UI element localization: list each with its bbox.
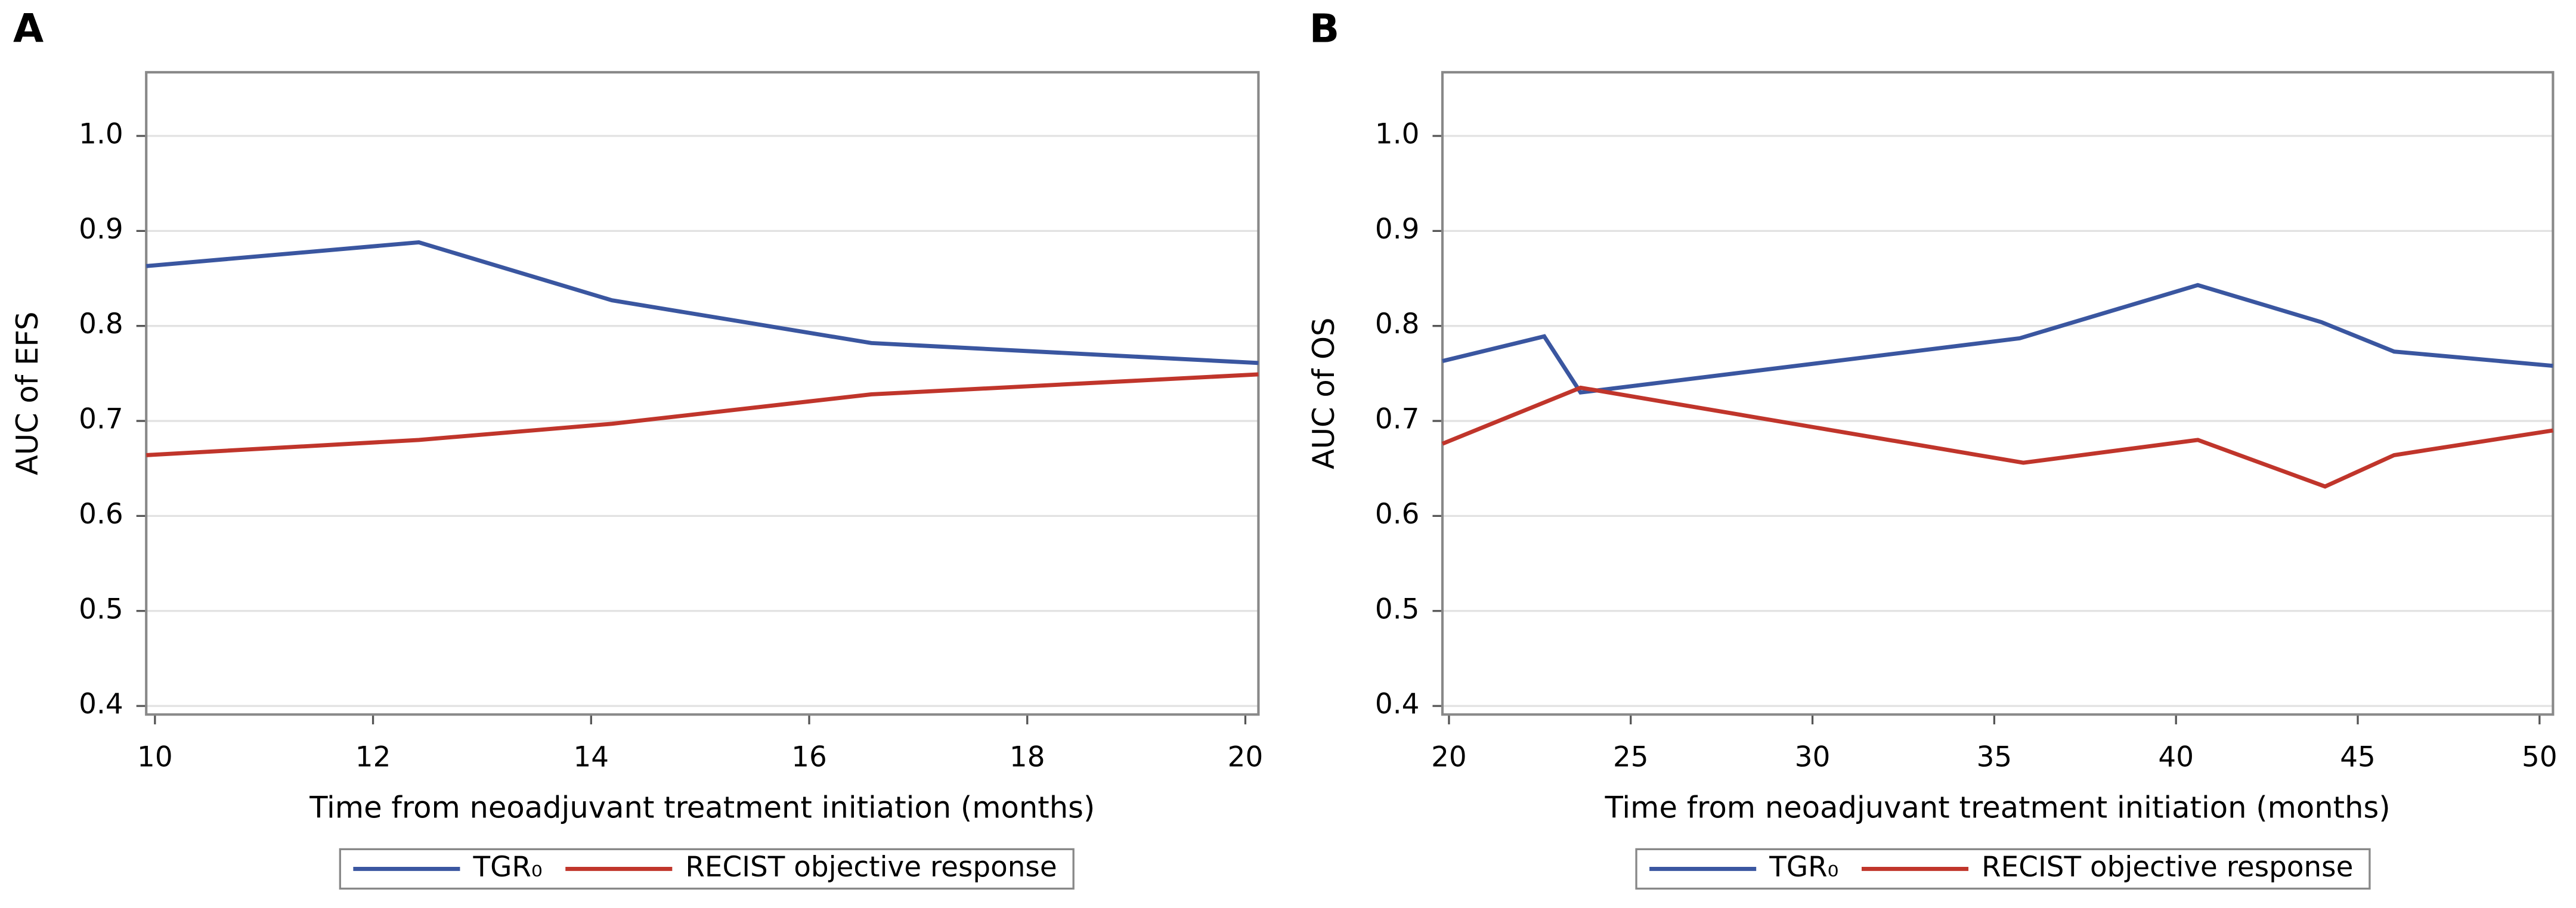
x-axis-label: Time from neoadjuvant treatment initiati…	[309, 791, 1095, 825]
y-axis-label: AUC of EFS	[10, 312, 45, 476]
plot-frame	[1441, 71, 2555, 716]
x-axis-label: Time from neoadjuvant treatment initiati…	[1605, 791, 2391, 825]
legend-label: RECIST objective response	[685, 851, 1057, 884]
y-tick-label: 0.9	[1375, 213, 1419, 246]
x-tick-label: 40	[2158, 741, 2194, 773]
line	[146, 372, 1259, 457]
x-tick-label: 12	[355, 741, 391, 773]
y-tick-label: 1.0	[1375, 118, 1419, 150]
plot-frame	[145, 71, 1260, 716]
y-tick-label: 0.4	[79, 689, 123, 721]
x-tick-label: 45	[2340, 741, 2376, 773]
y-tick-label: 0.6	[1375, 498, 1419, 531]
line	[145, 240, 1259, 365]
y-tick-label: 0.5	[79, 593, 123, 625]
x-tick-label: 16	[791, 741, 827, 773]
line	[1442, 283, 2553, 395]
panel-label: B	[1309, 5, 1339, 51]
panel-label: A	[13, 5, 44, 51]
x-tick-label: 10	[137, 741, 173, 773]
y-tick-label: 0.5	[1375, 593, 1419, 625]
legend-label: TGR₀	[472, 851, 542, 884]
legend-label: RECIST objective response	[1981, 851, 2353, 884]
y-tick-label: 0.8	[1375, 308, 1419, 340]
y-axis-label: AUC of OS	[1306, 318, 1341, 470]
legend-frame	[1635, 848, 2371, 890]
x-tick-label: 30	[1795, 741, 1831, 773]
y-tick-label: 0.6	[79, 498, 123, 531]
y-tick-label: 0.8	[79, 308, 123, 340]
x-tick-label: 18	[1010, 741, 1045, 773]
x-tick-label: 50	[2522, 741, 2558, 773]
y-tick-label: 1.0	[79, 118, 123, 150]
x-tick-label: 25	[1613, 741, 1649, 773]
y-tick-label: 0.4	[1375, 689, 1419, 721]
x-tick-label: 14	[574, 741, 609, 773]
y-tick-label: 0.7	[1375, 404, 1419, 436]
x-tick-label: 20	[1228, 741, 1264, 773]
y-tick-label: 0.7	[79, 404, 123, 436]
legend-frame	[339, 848, 1075, 890]
x-tick-label: 20	[1431, 741, 1467, 773]
y-tick-label: 0.9	[79, 213, 123, 246]
x-tick-label: 35	[1977, 741, 2012, 773]
line	[1441, 385, 2553, 489]
legend-label: TGR₀	[1769, 851, 1838, 884]
